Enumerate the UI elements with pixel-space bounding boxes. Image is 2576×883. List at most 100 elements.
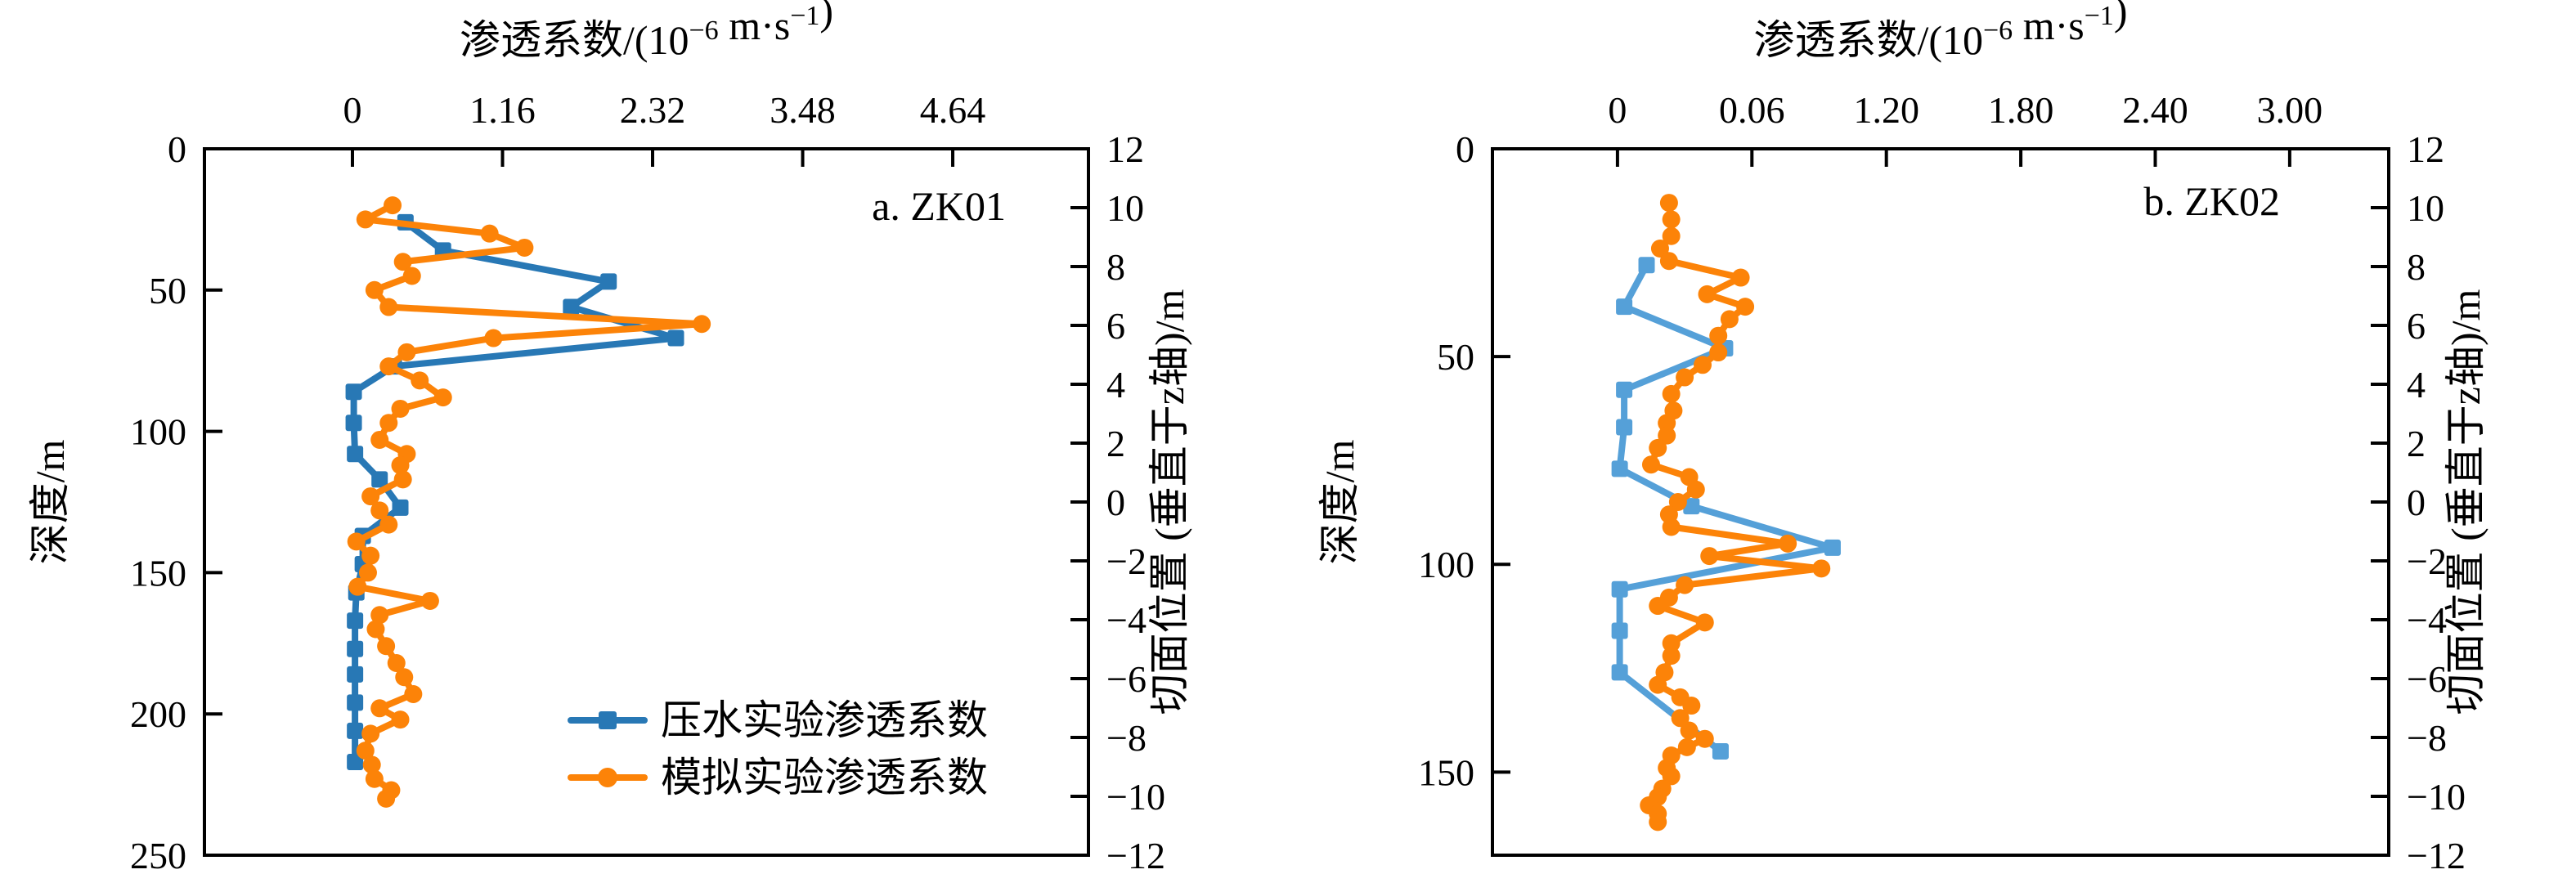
zk02-simulated-marker bbox=[1677, 737, 1696, 756]
zk02-simulated-marker bbox=[1694, 356, 1712, 374]
zk02-simulated-marker bbox=[1658, 426, 1676, 445]
zk01-simulated-marker bbox=[411, 371, 429, 390]
zk01-y-left-tick-label: 50 bbox=[149, 270, 186, 312]
zk01-pressure-test-marker bbox=[347, 753, 364, 770]
zk02-simulated-marker bbox=[1662, 210, 1681, 229]
zk01-y-left-tick-label: 200 bbox=[130, 693, 186, 735]
zk02-y-right-tick-label: −8 bbox=[2407, 717, 2447, 759]
zk02-y-left-tick-label: 0 bbox=[1456, 128, 1474, 170]
zk02-simulated-marker bbox=[1709, 326, 1728, 345]
zk01-pressure-test-marker bbox=[392, 499, 409, 516]
zk02-simulated-marker bbox=[1686, 480, 1705, 499]
zk01-pressure-test-marker bbox=[667, 329, 684, 347]
zk01-pressure-test-marker bbox=[347, 640, 364, 657]
zk01-simulated-marker bbox=[391, 456, 410, 475]
zk02-pressure-test-marker bbox=[1616, 381, 1633, 398]
zk02-y-right-tick-label: 0 bbox=[2407, 482, 2426, 523]
zk02-simulated-marker bbox=[1736, 298, 1755, 316]
zk01-simulated-marker bbox=[420, 591, 439, 610]
zk02-simulated-marker bbox=[1659, 252, 1678, 271]
zk01-simulated-marker bbox=[365, 769, 384, 788]
zk01-simulated-marker bbox=[370, 606, 389, 625]
zk01-simulated-marker bbox=[358, 563, 377, 582]
zk02-pressure-test-marker bbox=[1683, 498, 1700, 515]
zk01-pressure-test-marker bbox=[345, 383, 362, 401]
zk01-pressure-test-marker bbox=[371, 471, 388, 488]
zk02-simulated-marker bbox=[1779, 534, 1797, 553]
zk01-simulated-marker bbox=[370, 699, 389, 718]
zk02-y-right-tick-label: −6 bbox=[2407, 658, 2447, 700]
zk02-pressure-test-marker bbox=[1611, 622, 1628, 639]
zk02-y-right-axis-title: 切面位置 (垂直于z轴)/m bbox=[2443, 289, 2488, 715]
zk02-y-right-tick-label: 2 bbox=[2407, 423, 2426, 464]
zk01-y-right-tick-label: −2 bbox=[1106, 540, 1147, 582]
zk02-y-right-tick-label: 8 bbox=[2407, 246, 2426, 288]
zk02-simulated-marker bbox=[1698, 285, 1717, 303]
zk01-y-right-tick-label: −4 bbox=[1106, 599, 1147, 641]
zk02-x-tick-label: 1.80 bbox=[1988, 89, 2054, 131]
zk01-y-right-tick-label: 0 bbox=[1106, 482, 1125, 523]
zk01-simulated-marker bbox=[393, 470, 412, 489]
zk02-y-right-tick-label: −12 bbox=[2407, 835, 2466, 876]
zk02-x-tick-label: 0.06 bbox=[1719, 89, 1785, 131]
zk01-plot-border bbox=[203, 147, 1090, 857]
zk01-simulated-marker bbox=[379, 414, 398, 433]
zk02-simulated-marker bbox=[1668, 493, 1687, 511]
zk02-y-left-tick-label: 100 bbox=[1418, 544, 1474, 585]
zk02-simulated-marker bbox=[1812, 559, 1831, 578]
zk01-pressure-test-marker bbox=[345, 415, 362, 432]
zk02-simulated-marker bbox=[1658, 414, 1676, 433]
zk01-simulated-marker bbox=[384, 196, 402, 215]
zk02-simulated-marker bbox=[1709, 343, 1728, 362]
zk02-y-right-tick-label: 12 bbox=[2407, 128, 2444, 170]
zk02-pressure-test-marker bbox=[1712, 742, 1729, 760]
zk02-simulated-marker bbox=[1662, 226, 1681, 245]
zk01-pressure-test-marker bbox=[347, 694, 364, 711]
zk01-y-right-tick-label: 2 bbox=[1106, 423, 1125, 464]
zk01-simulated-marker bbox=[387, 653, 406, 672]
zk02-y-right-tick-label: −4 bbox=[2407, 599, 2447, 641]
zk02-simulated-marker bbox=[1720, 310, 1739, 329]
zk02-pressure-test-marker bbox=[1638, 257, 1655, 274]
zk02-pressure-test-marker bbox=[1824, 539, 1841, 556]
zk02-simulated-marker bbox=[1682, 697, 1701, 715]
zk01-y-right-tick-label: 8 bbox=[1106, 246, 1125, 288]
zk01-x-tick-label: 1.16 bbox=[469, 89, 536, 131]
zk01-y-left-tick-label: 150 bbox=[130, 552, 186, 594]
zk02-simulated-marker bbox=[1649, 438, 1667, 457]
zk02-simulated-marker bbox=[1662, 647, 1681, 666]
zk01-simulated-marker bbox=[515, 238, 534, 257]
zk02-pressure-test-marker bbox=[1611, 664, 1628, 681]
zk02-plot-border bbox=[1491, 147, 2390, 857]
zk01-x-tick-label: 4.64 bbox=[920, 89, 986, 131]
zk01-simulated-marker bbox=[377, 637, 396, 656]
zk02-pressure-test-marker bbox=[1611, 460, 1628, 477]
zk01-simulated-marker bbox=[348, 577, 367, 596]
zk02-simulated-marker bbox=[1659, 194, 1678, 213]
zk01-x-tick-label: 3.48 bbox=[770, 89, 836, 131]
zk01-y-right-tick-label: −8 bbox=[1106, 717, 1147, 759]
zk01-pressure-test-marker bbox=[563, 298, 580, 316]
zk01-simulated-marker bbox=[347, 532, 366, 551]
zk01-simulated-marker bbox=[480, 224, 499, 243]
zk01-simulated-marker bbox=[370, 501, 389, 520]
zk01-simulated-marker bbox=[361, 546, 380, 565]
legend-item-label: 压水实验渗透系数 bbox=[661, 697, 988, 743]
zk02-y-left-tick-label: 50 bbox=[1437, 336, 1474, 378]
zk01-simulated-marker bbox=[361, 724, 380, 743]
zk01-simulated-marker bbox=[356, 210, 375, 229]
zk01-simulated-marker bbox=[404, 685, 423, 704]
zk01-panel-label: a. ZK01 bbox=[872, 183, 1006, 229]
zk01-y-left-tick-label: 100 bbox=[130, 411, 186, 453]
zk01-simulated-marker bbox=[379, 515, 398, 534]
zk01-simulated-marker bbox=[393, 253, 412, 271]
zk02-simulated-marker bbox=[1650, 239, 1669, 258]
zk01-simulated-marker bbox=[379, 357, 398, 376]
zk01-y-right-tick-label: −12 bbox=[1106, 835, 1165, 876]
zk01-y-left-tick-label: 250 bbox=[130, 835, 186, 876]
zk02-y-right-tick-label: 4 bbox=[2407, 364, 2426, 406]
zk02-pressure-test-marker bbox=[1611, 580, 1628, 598]
zk01-x-axis-title: 渗透系数/(10−6 m·s−1) bbox=[460, 0, 833, 63]
zk01-simulated-marker bbox=[361, 487, 380, 506]
